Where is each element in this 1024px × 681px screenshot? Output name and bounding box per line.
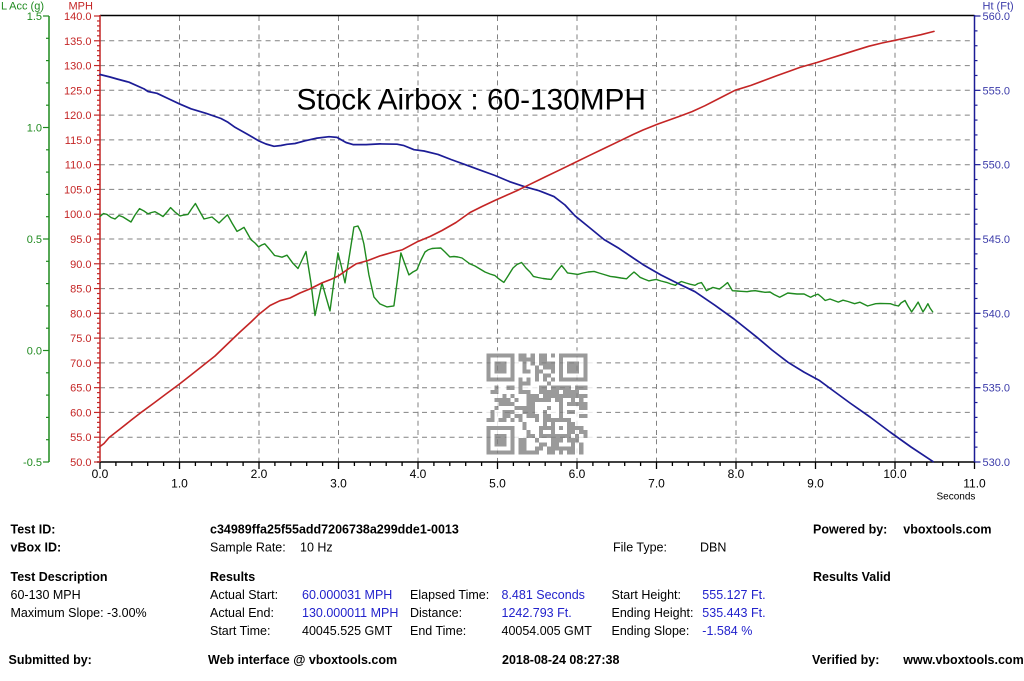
svg-text:Seconds: Seconds — [937, 492, 976, 503]
svg-text:vboxtools.com: vboxtools.com — [903, 523, 991, 537]
svg-text:Ht (Ft): Ht (Ft) — [983, 1, 1014, 13]
svg-text:Stock Airbox : 60-130MPH: Stock Airbox : 60-130MPH — [297, 84, 646, 117]
svg-text:65.0: 65.0 — [70, 383, 91, 395]
svg-text:535.443 Ft.: 535.443 Ft. — [702, 606, 765, 620]
svg-text:1.0: 1.0 — [171, 476, 188, 490]
svg-text:115.0: 115.0 — [65, 135, 92, 147]
svg-text:Ending Height:: Ending Height: — [612, 606, 694, 620]
svg-text:Start Height:: Start Height: — [612, 588, 681, 602]
svg-text:60.0: 60.0 — [70, 407, 91, 419]
svg-text:6.0: 6.0 — [569, 467, 586, 481]
svg-text:Powered by:: Powered by: — [813, 523, 887, 537]
svg-text:40045.525 GMT: 40045.525 GMT — [302, 624, 393, 638]
svg-text:1242.793 Ft.: 1242.793 Ft. — [502, 606, 572, 620]
svg-text:End Time:: End Time: — [410, 624, 466, 638]
svg-text:90.0: 90.0 — [70, 259, 91, 271]
svg-text:Verified by:: Verified by: — [812, 653, 879, 667]
svg-text:11.0: 11.0 — [963, 476, 986, 490]
svg-text:2018-08-24 08:27:38: 2018-08-24 08:27:38 — [502, 653, 619, 667]
svg-text:60.000031 MPH: 60.000031 MPH — [302, 588, 392, 602]
svg-text:www.vboxtools.com: www.vboxtools.com — [902, 653, 1023, 667]
svg-text:545.0: 545.0 — [983, 234, 1011, 246]
svg-text:Maximum Slope: -3.00%: Maximum Slope: -3.00% — [11, 606, 147, 620]
svg-text:540.0: 540.0 — [983, 308, 1011, 320]
svg-text:80.0: 80.0 — [70, 308, 91, 320]
svg-text:555.0: 555.0 — [983, 85, 1011, 97]
svg-text:60-130 MPH: 60-130 MPH — [11, 588, 81, 602]
svg-text:560.0: 560.0 — [983, 11, 1011, 23]
svg-text:100.0: 100.0 — [64, 209, 92, 221]
svg-text:70.0: 70.0 — [70, 358, 91, 370]
svg-text:135.0: 135.0 — [64, 36, 92, 48]
svg-text:530.0: 530.0 — [983, 457, 1011, 469]
svg-text:95.0: 95.0 — [70, 234, 91, 246]
svg-text:0.0: 0.0 — [27, 346, 42, 358]
svg-text:130.0: 130.0 — [64, 61, 92, 73]
svg-text:5.0: 5.0 — [489, 476, 506, 490]
svg-text:Actual End:: Actual End: — [210, 606, 274, 620]
svg-text:75.0: 75.0 — [70, 333, 91, 345]
svg-text:Ending Slope:: Ending Slope: — [612, 624, 690, 638]
svg-text:1.5: 1.5 — [27, 11, 42, 23]
svg-text:Results: Results — [210, 570, 255, 584]
svg-text:85.0: 85.0 — [70, 284, 91, 296]
svg-text:140.0: 140.0 — [64, 11, 92, 23]
svg-text:2.0: 2.0 — [251, 467, 268, 481]
svg-text:55.0: 55.0 — [70, 432, 91, 444]
svg-text:555.127 Ft.: 555.127 Ft. — [702, 588, 765, 602]
svg-text:Distance:: Distance: — [410, 606, 462, 620]
svg-text:Actual Start:: Actual Start: — [210, 588, 278, 602]
svg-text:10.0: 10.0 — [883, 467, 907, 481]
svg-text:125.0: 125.0 — [64, 85, 92, 97]
svg-text:10 Hz: 10 Hz — [300, 541, 333, 555]
svg-text:130.000011 MPH: 130.000011 MPH — [302, 606, 398, 620]
svg-text:-1.584 %: -1.584 % — [702, 624, 752, 638]
svg-text:-0.5: -0.5 — [23, 457, 42, 469]
svg-text:L Acc (g): L Acc (g) — [1, 1, 44, 13]
svg-text:8.0: 8.0 — [728, 467, 745, 481]
svg-text:120.0: 120.0 — [64, 110, 92, 122]
svg-text:550.0: 550.0 — [983, 160, 1011, 172]
svg-text:c34989ffa25f55add7206738a299dd: c34989ffa25f55add7206738a299dde1-0013 — [210, 523, 459, 537]
svg-text:Test ID:: Test ID: — [11, 523, 56, 537]
svg-text:535.0: 535.0 — [983, 383, 1011, 395]
svg-text:Elapsed Time:: Elapsed Time: — [410, 588, 489, 602]
svg-text:MPH: MPH — [69, 1, 94, 13]
svg-text:Start Time:: Start Time: — [210, 624, 270, 638]
svg-text:Results Valid: Results Valid — [813, 570, 891, 584]
svg-text:vBox ID:: vBox ID: — [11, 541, 62, 555]
svg-text:0.5: 0.5 — [27, 234, 42, 246]
svg-text:4.0: 4.0 — [410, 467, 427, 481]
svg-text:50.0: 50.0 — [70, 457, 91, 469]
svg-text:Test Description: Test Description — [11, 570, 108, 584]
svg-text:9.0: 9.0 — [807, 476, 824, 490]
svg-text:7.0: 7.0 — [648, 476, 665, 490]
svg-text:105.0: 105.0 — [64, 184, 92, 196]
svg-text:1.0: 1.0 — [27, 123, 42, 135]
svg-text:File Type:: File Type: — [613, 541, 667, 555]
svg-text:40054.005 GMT: 40054.005 GMT — [502, 624, 593, 638]
svg-text:110.0: 110.0 — [65, 160, 92, 172]
svg-text:Submitted by:: Submitted by: — [9, 653, 92, 667]
svg-text:3.0: 3.0 — [330, 476, 347, 490]
svg-text:Web interface @ vboxtools.com: Web interface @ vboxtools.com — [208, 653, 397, 667]
svg-text:8.481 Seconds: 8.481 Seconds — [502, 588, 585, 602]
svg-text:DBN: DBN — [700, 541, 726, 555]
svg-text:Sample Rate:: Sample Rate: — [210, 541, 286, 555]
svg-text:0.0: 0.0 — [92, 467, 109, 481]
